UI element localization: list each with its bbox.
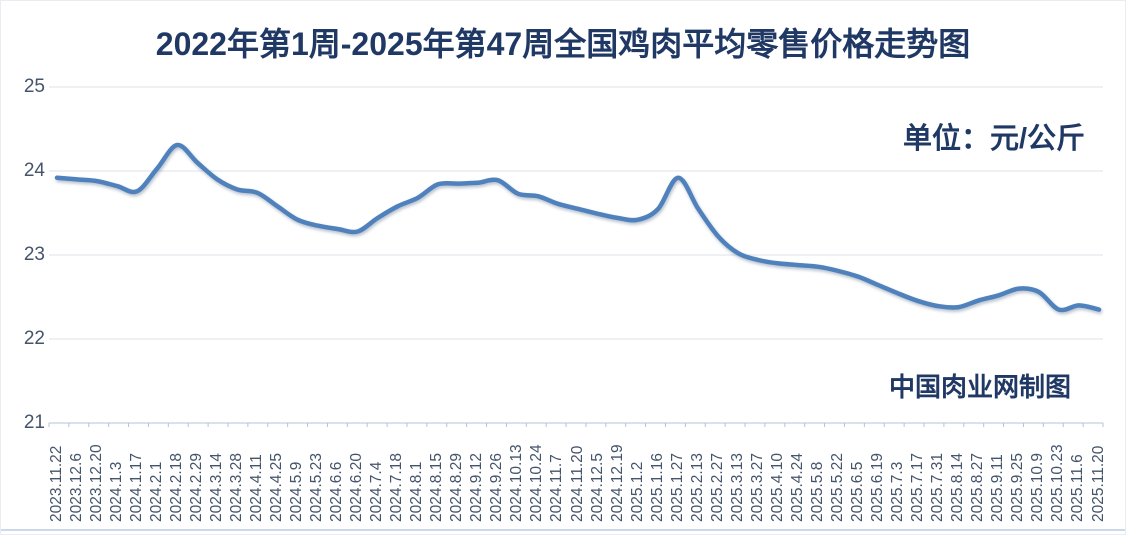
x-axis-tick-label: 2024.8.1 [408, 461, 426, 522]
x-axis-tick-label: 2023.12.6 [67, 453, 85, 522]
x-axis-tick-label: 2024.1.3 [107, 461, 125, 522]
x-axis-tick-label: 2024.4.11 [247, 454, 265, 522]
x-axis-tick-label: 2025.5.8 [808, 461, 826, 522]
x-axis-tick-label: 2024.8.29 [448, 453, 466, 522]
x-axis-tick-label: 2025.11.20 [1089, 445, 1107, 522]
x-axis-tick-label: 2024.7.18 [388, 453, 406, 522]
y-axis-tick-label: 25 [23, 76, 45, 97]
x-axis-tick-label: 2024.2.29 [187, 453, 205, 522]
price-series-line [54, 142, 1102, 313]
x-axis-tick-label: 2024.9.26 [488, 453, 506, 522]
x-axis-tick-label: 2025.1.16 [648, 453, 666, 522]
x-axis-tick-label: 2024.1.17 [127, 453, 145, 522]
x-axis-tick-label: 2024.12.19 [608, 444, 626, 522]
x-axis-tick-label: 2025.5.22 [829, 453, 846, 522]
x-axis-tick-label: 2025.3.27 [748, 453, 766, 522]
x-axis-tick-label: 2024.2.1 [147, 461, 165, 522]
x-axis-tick-label: 2024.10.24 [528, 444, 546, 522]
gridlines [49, 86, 1103, 424]
x-axis-tick-label: 2024.11.20 [568, 445, 586, 522]
x-axis-tick-label: 2025.9.11 [989, 454, 1007, 522]
x-axis-tick-label: 2025.11.6 [1069, 454, 1087, 522]
x-axis-tick-label: 2024.6.6 [328, 461, 346, 522]
x-axis-tick-label: 2024.7.4 [368, 461, 386, 522]
x-axis-tick-label: 2025.1.2 [628, 461, 646, 522]
y-axis-tick-label: 23 [23, 244, 45, 265]
x-axis-tick-label: 2024.12.5 [588, 453, 606, 522]
x-axis-tick-label: 2025.3.13 [728, 453, 746, 522]
x-axis-tick-label: 2025.8.27 [969, 453, 987, 522]
bottom-border-line [1, 529, 1125, 531]
x-axis-tick-label: 2025.1.27 [668, 453, 686, 522]
x-axis-tick-label: 2025.10.23 [1049, 444, 1067, 522]
x-axis-tick-label: 2024.9.12 [468, 453, 486, 522]
x-axis-tick-label: 2025.2.27 [708, 453, 726, 522]
x-axis-tick-label: 2025.10.9 [1029, 453, 1047, 522]
x-axis-tick-label: 2024.8.15 [428, 453, 446, 522]
x-axis-tick-label: 2024.4.25 [267, 453, 285, 522]
x-axis-tick-label: 2024.11.7 [548, 454, 566, 522]
x-axis-ticks [48, 423, 1104, 427]
x-axis-tick-label: 2025.4.24 [788, 453, 806, 522]
unit-label: 单位：元/公斤 [902, 123, 1085, 155]
x-axis-tick-label: 2023.11.22 [47, 445, 65, 522]
x-axis-tick-label: 2023.12.20 [87, 444, 105, 522]
x-axis-tick-label: 2025.4.10 [768, 453, 786, 522]
x-axis-tick-label: 2025.7.31 [929, 453, 947, 522]
x-axis-tick-label: 2024.3.14 [207, 453, 225, 522]
x-axis-tick-label: 2025.7.17 [909, 453, 927, 522]
chart-title: 2022年第1周-2025年第47周全国鸡肉平均零售价格走势图 [155, 26, 971, 62]
y-axis-tick-label: 21 [23, 412, 45, 433]
x-axis-tick-label: 2025.8.14 [949, 453, 967, 522]
x-axis-tick-label: 2025.2.13 [688, 453, 706, 522]
x-axis-tick-label: 2024.6.20 [348, 453, 366, 522]
x-axis-tick-label: 2025.9.25 [1009, 453, 1027, 522]
y-axis-tick-label: 24 [23, 160, 45, 181]
x-axis-tick-label: 2024.3.28 [227, 453, 245, 522]
credit-watermark: 中国肉业网制图 [888, 372, 1071, 402]
x-axis-tick-label: 2025.7.3 [889, 461, 907, 522]
y-axis-tick-label: 22 [23, 328, 45, 349]
x-axis-tick-label: 2024.10.13 [508, 444, 526, 522]
x-axis-tick-label: 2024.5.23 [308, 453, 325, 522]
x-axis-tick-label: 2025.6.19 [869, 453, 887, 522]
x-axis-tick-label: 2024.5.9 [287, 461, 305, 522]
x-axis-tick-label: 2024.2.18 [167, 453, 185, 522]
x-axis-tick-label: 2025.6.5 [849, 461, 867, 522]
